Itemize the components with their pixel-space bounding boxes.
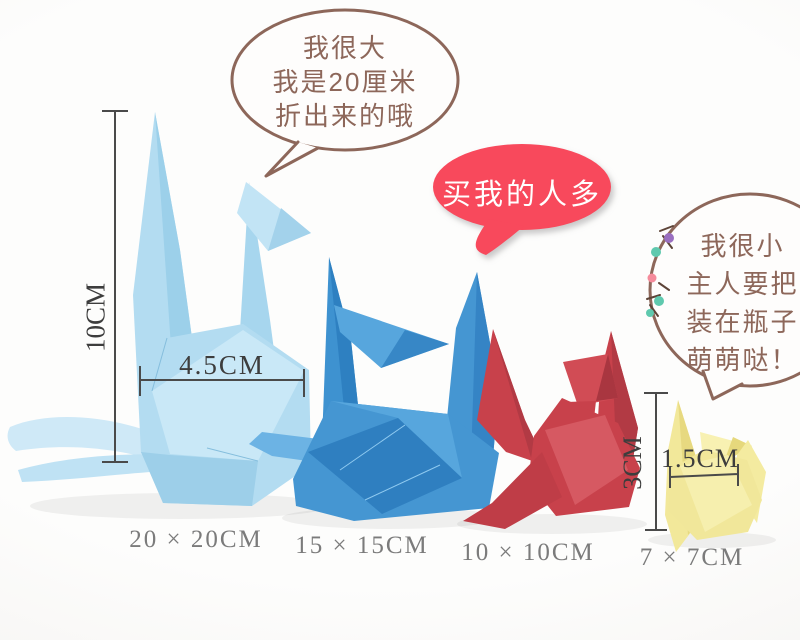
measure-label-4-5cm: 4.5CM bbox=[179, 350, 265, 380]
crane-large-body-base bbox=[141, 452, 258, 506]
pin-dot-purple bbox=[664, 233, 674, 243]
crane-medium-creases bbox=[339, 424, 441, 501]
size-label-7x7: 7 × 7CM bbox=[639, 544, 745, 571]
measurement-lines bbox=[102, 110, 739, 531]
bubble-line: 装在瓶子 bbox=[686, 307, 799, 337]
size-label-20x20: 20 × 20CM bbox=[129, 526, 263, 553]
speech-bubble-small bbox=[646, 192, 800, 401]
crane-red-beak bbox=[596, 354, 618, 401]
crane-medium-body-flap bbox=[308, 418, 462, 514]
measure-line-4-5cm bbox=[139, 366, 305, 397]
origami-crane-large bbox=[7, 112, 311, 506]
crane-large-body-flap bbox=[152, 330, 304, 461]
bubble-line: 我很小 bbox=[700, 231, 785, 261]
measure-line-3cm bbox=[644, 392, 668, 531]
measure-line-1-5cm bbox=[669, 464, 739, 488]
speech-bubble-popular-tail bbox=[475, 219, 524, 255]
speech-bubble-small-tail bbox=[701, 369, 744, 401]
bubble-line: 我是20厘米 bbox=[272, 67, 418, 97]
size-label-15x15: 15 × 15CM bbox=[295, 532, 429, 559]
speech-bubble-popular bbox=[433, 144, 611, 255]
pin-dot-teal-2 bbox=[654, 296, 664, 306]
bubble-line: 萌萌哒！ bbox=[686, 345, 799, 375]
crane-large-tail-underlay bbox=[18, 454, 182, 482]
speech-bubble-popular-body bbox=[433, 144, 611, 230]
crane-red-tail bbox=[463, 452, 562, 529]
measure-label-1-5cm: 1.5CM bbox=[661, 444, 739, 473]
speech-bubble-large-tail bbox=[264, 140, 320, 178]
speech-bubble-small-outline bbox=[648, 192, 800, 388]
pin-dot-pink bbox=[647, 273, 657, 283]
crane-medium-body-light bbox=[331, 401, 462, 478]
decorative-clips bbox=[646, 225, 674, 317]
speech-bubble-large-outline bbox=[230, 8, 460, 152]
bubble-line: 我很大 bbox=[302, 33, 387, 63]
origami-crane-medium bbox=[249, 257, 499, 521]
crane-large-creases bbox=[151, 337, 259, 462]
origami-crane-red bbox=[463, 329, 640, 529]
speech-bubble-large-text: 我很大 我是20厘米 折出来的哦 bbox=[240, 31, 450, 133]
crane-large-beak bbox=[268, 208, 311, 251]
pin-dot-teal bbox=[651, 247, 661, 257]
pin-dot-teal-3 bbox=[646, 309, 654, 317]
bubble-line: 折出来的哦 bbox=[274, 101, 415, 131]
speech-bubble-small-text: 我很小 主人要把 装在瓶子 萌萌哒！ bbox=[655, 227, 800, 379]
speech-bubble-popular-text: 买我的人多 bbox=[441, 179, 602, 211]
crane-red-body-flap bbox=[545, 415, 628, 505]
size-label-10x10: 10 × 10CM bbox=[461, 539, 595, 566]
crane-yellow-beak bbox=[724, 437, 752, 462]
measure-line-10cm bbox=[102, 110, 128, 463]
crane-medium-beak bbox=[381, 330, 449, 368]
bubble-line: 主人要把 bbox=[686, 269, 799, 299]
speech-bubble-large bbox=[230, 8, 460, 178]
measure-label-10cm: 10CM bbox=[80, 282, 111, 353]
